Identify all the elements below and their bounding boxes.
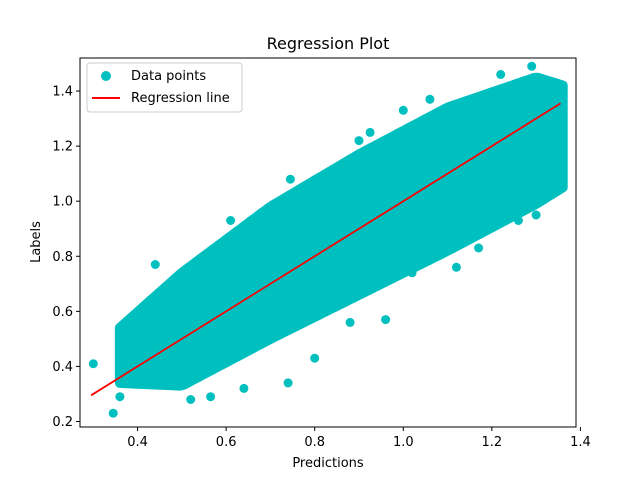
scatter-point [365, 127, 375, 137]
y-tick-label: 0.8 [52, 250, 73, 265]
scatter-point [407, 268, 417, 278]
scatter-point [398, 105, 408, 115]
regression-series [90, 102, 561, 397]
y-axis-ticks: 0.2 0.4 0.6 0.8 1.0 1.2 1.4 [52, 85, 80, 430]
x-tick-label: 0.4 [127, 435, 148, 450]
scatter-point [108, 408, 118, 418]
axes-frame [79, 57, 577, 428]
x-axis-ticks: 0.4 0.6 0.8 1.0 1.2 1.4 [127, 427, 591, 450]
x-tick-label: 0.6 [216, 435, 237, 450]
legend-box [86, 62, 243, 113]
y-axis-label: Labels [29, 221, 44, 263]
scatter-point [513, 216, 523, 225]
scatter-point [115, 392, 125, 402]
scatter-point [239, 383, 249, 393]
scatter-point [88, 359, 98, 369]
scatter-point [425, 94, 435, 104]
scatter-point [283, 378, 293, 388]
scatter-point [451, 262, 461, 272]
x-tick-label: 1.0 [393, 435, 414, 450]
scatter-point [345, 317, 355, 327]
scatter-point [150, 260, 160, 269]
legend: Data points Regression line [86, 62, 243, 113]
legend-label-regression-line: Regression line [131, 91, 230, 106]
scatter-point [354, 136, 364, 146]
x-tick-label: 1.4 [570, 435, 591, 450]
regression-line [90, 102, 561, 397]
legend-marker-data-points [101, 71, 111, 81]
scatter-point [319, 182, 329, 192]
y-tick-label: 1.2 [52, 140, 73, 155]
scatter-point [323, 174, 333, 184]
y-tick-label: 1.4 [52, 85, 73, 100]
scatter-point [531, 210, 541, 220]
y-tick-label: 1.0 [52, 195, 73, 210]
scatter-point [285, 174, 295, 184]
scatter-point [496, 70, 506, 79]
scatter-point [474, 243, 484, 253]
scatter-point [226, 216, 236, 225]
legend-label-data-points: Data points [131, 69, 206, 84]
chart-title: Regression Plot [267, 34, 390, 53]
y-tick-label: 0.4 [52, 360, 73, 375]
y-tick-label: 0.2 [52, 415, 73, 430]
scatter-point [381, 315, 391, 325]
y-tick-label: 0.6 [52, 305, 73, 320]
scatter-point [206, 392, 216, 402]
scatter-point [527, 61, 537, 71]
x-tick-label: 1.2 [482, 435, 503, 450]
scatter-point [186, 395, 196, 404]
x-tick-label: 0.8 [304, 435, 325, 450]
scatter-point [310, 353, 320, 363]
x-axis-label: Predictions [292, 456, 364, 471]
